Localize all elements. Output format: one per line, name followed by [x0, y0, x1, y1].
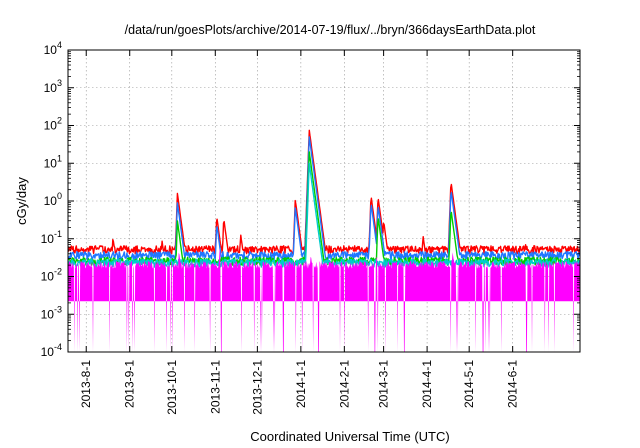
- x-tick-label: 2014-5-1: [462, 360, 476, 408]
- x-tick-label: 2013-10-1: [165, 360, 179, 415]
- grid: [68, 50, 580, 352]
- y-tick-label: 100: [44, 191, 62, 208]
- y-tick-label: 101: [44, 153, 62, 170]
- x-tick-label: 2014-4-1: [420, 360, 434, 408]
- x-tick-label: 2014-1-1: [294, 360, 308, 408]
- y-axis-title: cGy/day: [14, 177, 29, 225]
- x-tick-label: 2014-3-1: [377, 360, 391, 408]
- y-tick-label: 10-3: [41, 304, 62, 321]
- x-tick-label: 2014-6-1: [506, 360, 520, 408]
- series-1-line: [68, 136, 580, 261]
- y-tick-label: 103: [44, 78, 62, 95]
- y-tick-label: 10-4: [41, 342, 62, 359]
- x-tick-label: 2013-9-1: [123, 360, 137, 408]
- y-tick-label: 104: [44, 40, 62, 57]
- series-layer: [68, 129, 580, 352]
- x-tick-label: 2014-2-1: [337, 360, 351, 408]
- x-tick-label: 2013-8-1: [79, 360, 93, 408]
- y-tick-label: 10-2: [41, 267, 62, 284]
- y-tick-label: 10-1: [41, 229, 62, 246]
- chart-title: /data/run/goesPlots/archive/2014-07-19/f…: [125, 23, 536, 37]
- x-axis-title: Coordinated Universal Time (UTC): [250, 429, 449, 444]
- series-4-band: [68, 248, 580, 352]
- x-tick-label: 2013-12-1: [250, 360, 264, 415]
- series-0-line: [68, 129, 580, 255]
- ticks: [68, 49, 580, 353]
- y-tick-label: 102: [44, 116, 62, 133]
- x-tick-label: 2013-11-1: [208, 360, 222, 414]
- tick-labels: 10-4 10-3 10-2 10-1 100 101 102 103 104 2013-8-1 2…: [41, 40, 520, 415]
